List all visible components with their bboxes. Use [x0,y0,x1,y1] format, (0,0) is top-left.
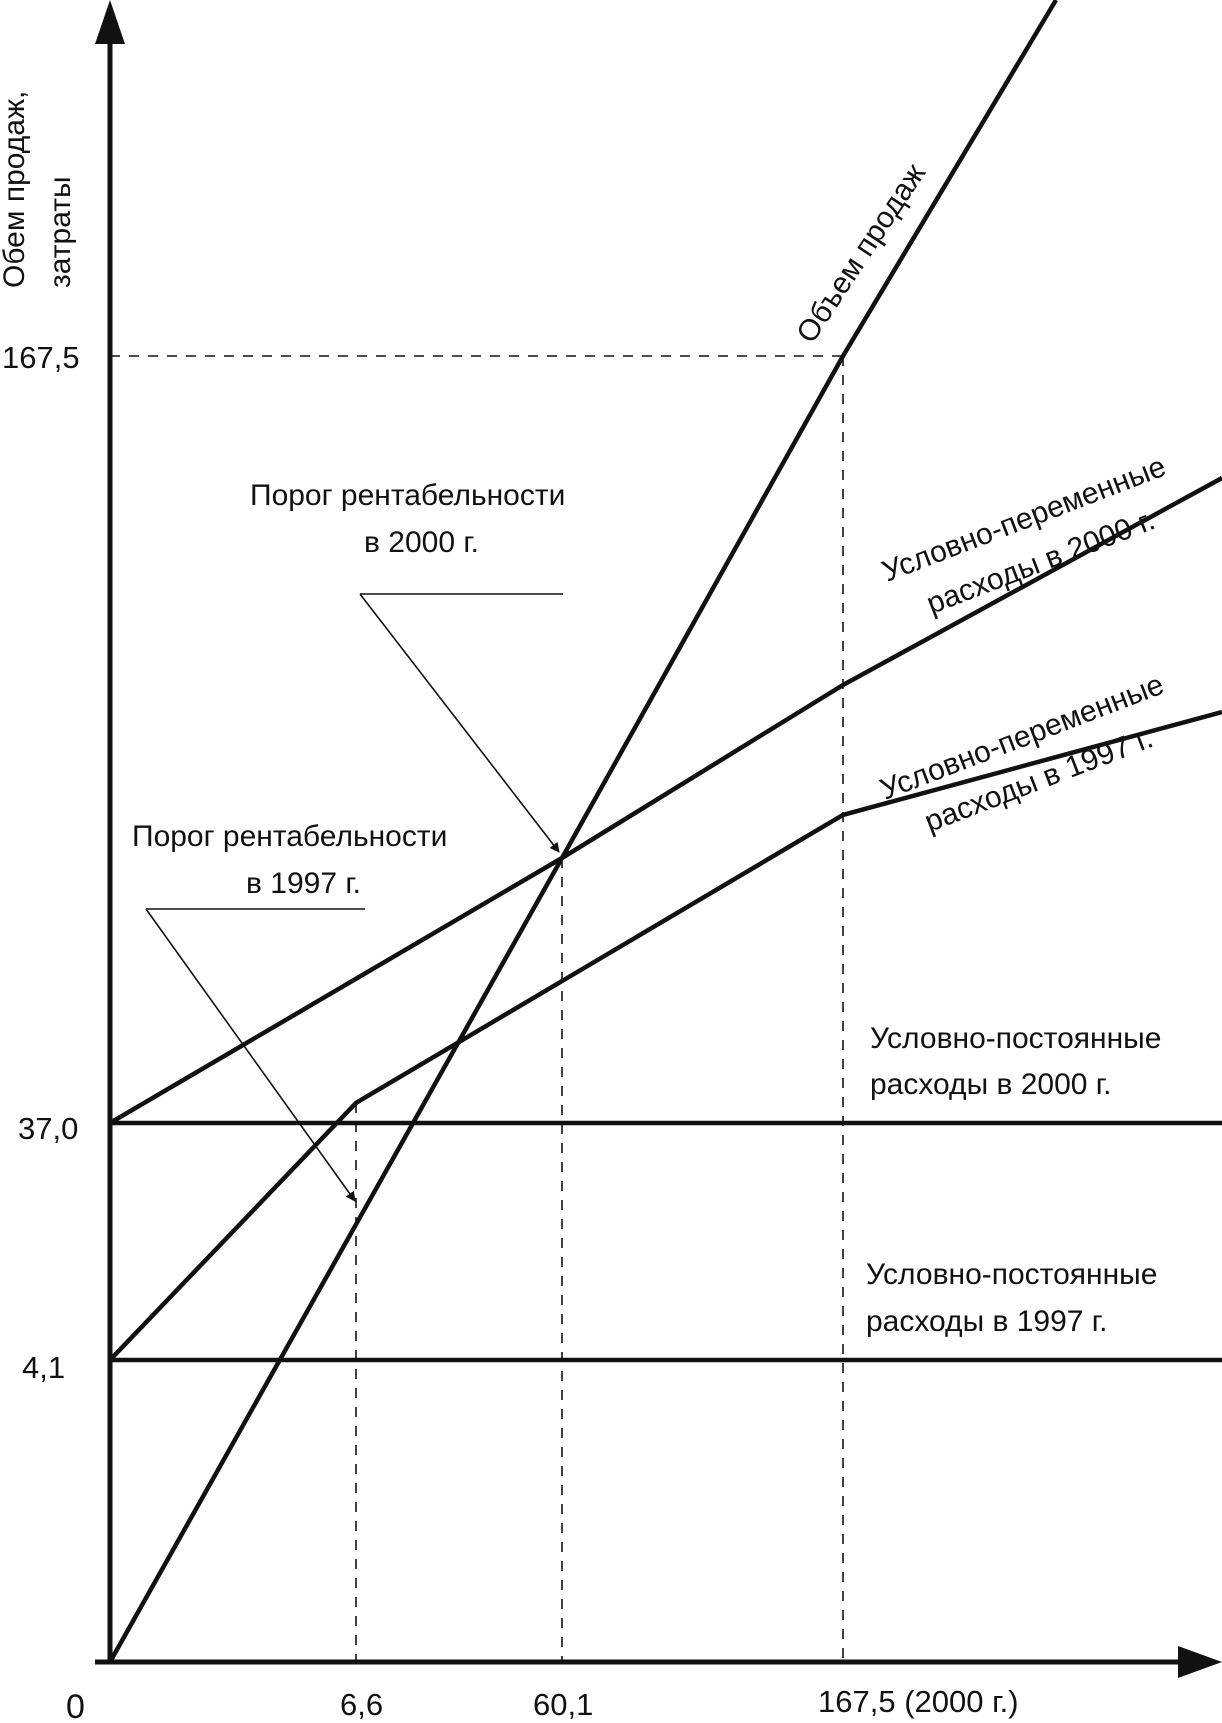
fix1997-line-label-1: Условно-постоянные [866,1258,1157,1291]
breakeven-2000-label-1: Порог рентабельности [250,479,565,512]
x-axis-arrow-icon [1178,1646,1222,1678]
y-axis-title-line-2: затраты [44,176,77,288]
sales-line-label-text: Объем продаж [790,158,932,349]
breakeven-1997-arrow [145,908,356,1202]
sales-line-label: Объем продаж [790,158,932,349]
breakeven-1997-label-1: Порог рентабельности [132,820,447,853]
series-line-var-2000 [108,476,1222,1125]
var1997-line-label: Условно-переменные расходы в 1997 г. [876,668,1169,839]
breakeven-1997-label-2: в 1997 г. [246,867,361,900]
x-tick-label-167-5: 167,5 (2000 г.) [818,1684,1019,1719]
series-line-sales [108,0,1058,1664]
fix2000-line-label-1: Условно-постоянные [870,1022,1161,1055]
origin-label: 0 [66,1688,85,1723]
series-line-var-1997 [108,709,1222,1362]
y-tick-label-167-5: 167,5 [2,340,80,375]
breakeven-2000-pointer [359,593,563,853]
var2000-line-label: Условно-переменные расходы в 2000 г. [878,450,1171,621]
x-tick-label-6-6: 6,6 [340,1687,383,1722]
fix1997-line-label-2: расходы в 1997 г. [866,1305,1107,1338]
y-axis-title: Обем продаж, затраты [0,91,77,288]
guide-lines [110,355,844,1662]
y-tick-label-4-1: 4,1 [22,1350,65,1385]
x-tick-label-60-1: 60,1 [533,1687,593,1722]
y-tick-label-37-0: 37,0 [18,1111,78,1146]
breakeven-2000-arrow [359,593,560,853]
breakeven-1997-pointer [145,908,365,1202]
breakeven-2000-label-2: в 2000 г. [364,526,479,559]
y-axis-arrow-icon [95,0,125,44]
fix2000-line-label-2: расходы в 2000 г. [870,1068,1111,1101]
series-lines [108,0,1222,1664]
y-axis-title-line-1: Обем продаж, [0,91,31,288]
